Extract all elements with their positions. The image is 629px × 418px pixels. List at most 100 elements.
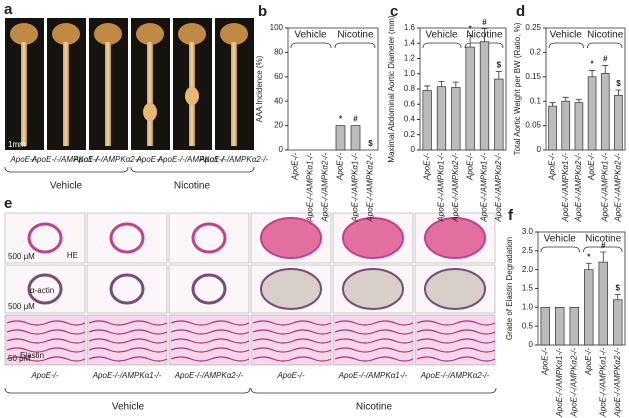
- y-tick-label: 0.2: [404, 130, 416, 139]
- panel-letter: b: [258, 3, 267, 20]
- genotype-label: ApoE-/-/AMPKα1-/-: [157, 155, 227, 164]
- x-tick-label: ApoE-/-: [465, 153, 474, 181]
- error-bar: [549, 102, 556, 107]
- error-bar: [562, 96, 569, 102]
- genotype-label: ApoE-/-/AMPKα1-/-: [338, 371, 408, 380]
- heart: [178, 23, 206, 45]
- elastin-fiber: [170, 338, 250, 344]
- genotype-label: ApoE-/-: [30, 371, 58, 380]
- heart: [52, 23, 80, 45]
- annotation: $: [616, 284, 621, 293]
- group-label: Vehicle: [550, 30, 583, 41]
- genotype-label: ApoE-/-: [276, 371, 304, 380]
- vessel: [260, 217, 322, 259]
- annotation: *: [591, 60, 595, 69]
- panel-letter: e: [4, 195, 12, 212]
- y-tick-label: 1.0: [522, 302, 534, 311]
- elastin-fiber: [416, 347, 496, 353]
- elastin-fiber: [252, 347, 332, 353]
- error-bar: [600, 251, 607, 263]
- error-bar: [575, 98, 582, 103]
- micrograph: [4, 264, 86, 314]
- heart: [10, 23, 38, 45]
- bar: [561, 100, 571, 151]
- group-label: Vehicle: [544, 234, 577, 245]
- micrograph: [168, 264, 250, 314]
- y-tick-label: 2.5: [522, 246, 534, 255]
- bar: [614, 94, 623, 151]
- panel-letter: d: [516, 3, 525, 20]
- x-tick-label: ApoE-/-: [587, 153, 596, 181]
- group-bracket: [587, 42, 623, 49]
- y-tick-label: 0.8: [404, 84, 416, 93]
- y-tick-label: 0.5: [522, 321, 534, 330]
- bar: [555, 306, 565, 346]
- stain-label: α-actin: [30, 286, 54, 295]
- elastin-fiber: [252, 329, 332, 335]
- annotation: #: [601, 241, 606, 250]
- y-axis-label: Grade of Elastin Degradation: [505, 237, 514, 340]
- scale-label: 500 μM: [8, 252, 35, 261]
- elastin-fiber: [6, 356, 86, 362]
- elastin-fiber: [416, 329, 496, 335]
- annotation: *: [587, 252, 591, 261]
- y-tick-label: 40: [274, 96, 283, 105]
- vessel: [27, 273, 63, 305]
- y-tick-label: 0.6: [404, 99, 416, 108]
- elastin-fiber: [334, 320, 414, 326]
- annotation: *: [469, 25, 473, 34]
- heart: [136, 23, 164, 45]
- elastin-fiber: [252, 356, 332, 362]
- y-axis-label: Total Aortic Weight per BW (Ratio, %): [513, 22, 522, 155]
- group-label: Nicotine: [174, 181, 211, 192]
- bar: [600, 73, 610, 151]
- y-axis-label: AAA Incidence (%): [255, 55, 264, 122]
- annotation: #: [603, 55, 608, 64]
- group-bracket: [4, 387, 251, 394]
- bar: [613, 299, 623, 346]
- group-bracket: [290, 42, 332, 49]
- plot-frame: [419, 27, 507, 151]
- annotation: $: [368, 139, 373, 148]
- group-bracket: [334, 42, 376, 49]
- group-label: Vehicle: [425, 30, 458, 41]
- bar: [584, 269, 594, 346]
- error-bar: [495, 71, 502, 80]
- elastin-fiber: [170, 329, 250, 335]
- panel-letter: f: [508, 207, 514, 224]
- bar: [479, 41, 490, 151]
- error-bar: [467, 35, 474, 48]
- y-tick-label: 1.0: [404, 69, 416, 78]
- elastin-fiber: [6, 338, 86, 344]
- micrograph: [86, 212, 168, 264]
- genotype-label: ApoE-/-/AMPKα2-/-: [73, 155, 143, 164]
- aorta: [231, 42, 237, 146]
- genotype-label: ApoE-/-/AMPKα1-/-: [31, 155, 101, 164]
- elastin-fiber: [88, 356, 168, 362]
- group-bracket: [583, 246, 623, 253]
- y-tick-label: 1.6: [404, 23, 416, 32]
- group-label: Nicotine: [585, 234, 622, 245]
- genotype-label: ApoE-/-: [135, 155, 163, 164]
- elastin-fiber: [6, 347, 86, 353]
- x-tick-label: ApoE-/-/AMPKα1-/-: [480, 153, 489, 223]
- elastin-fiber: [334, 329, 414, 335]
- x-tick-label: ApoE-/-: [422, 153, 431, 181]
- elastin-fiber: [252, 338, 332, 344]
- x-tick-label: ApoE-/-/AMPKα2-/-: [494, 153, 503, 223]
- group-label: Vehicle: [112, 402, 145, 413]
- panel-letter: c: [390, 3, 398, 20]
- x-tick-label: ApoE-/-/AMPKα2-/-: [569, 348, 578, 418]
- plot-frame: [287, 27, 379, 151]
- bar: [422, 90, 432, 151]
- y-tick-label: 60: [274, 72, 283, 81]
- group-bracket: [130, 166, 255, 173]
- y-tick-label: 3.0: [522, 227, 534, 236]
- stain-label: HE: [67, 251, 78, 260]
- elastin-fiber: [416, 320, 496, 326]
- group-label: Nicotine: [337, 30, 374, 41]
- bar: [548, 105, 557, 151]
- y-tick-label: 0: [529, 340, 534, 349]
- x-tick-label: ApoE-/-/AMPKα1-/-: [351, 153, 360, 223]
